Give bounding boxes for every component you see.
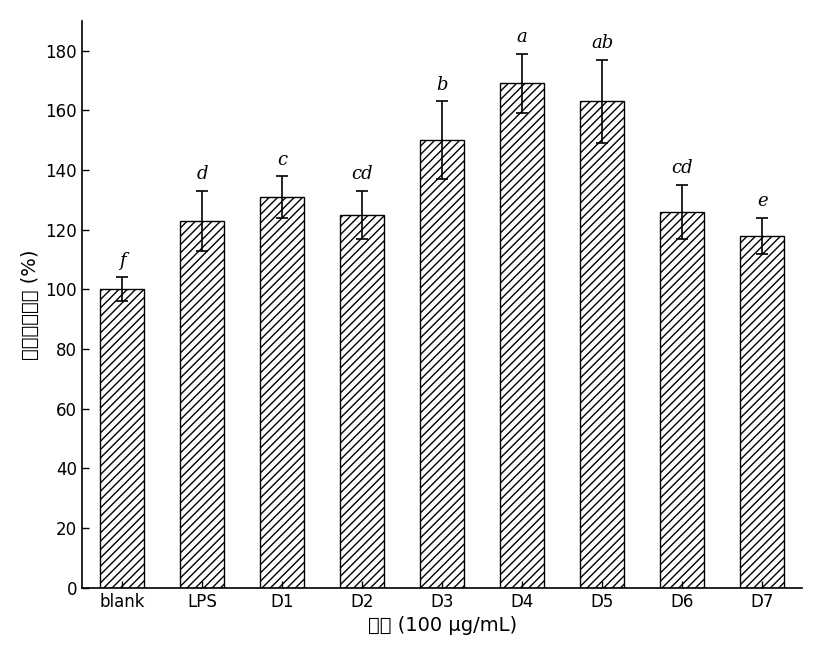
X-axis label: 样品 (100 μg/mL): 样品 (100 μg/mL) [368,616,517,635]
Bar [340,215,384,588]
Bar [180,221,224,588]
Text: cd: cd [351,165,373,184]
Y-axis label: 中性红胞饮率 (%): 中性红胞饮率 (%) [21,249,40,359]
Text: ab: ab [591,34,613,52]
Text: e: e [757,192,768,211]
Text: cd: cd [672,159,693,178]
Text: b: b [436,76,448,94]
Bar [100,289,144,588]
Text: d: d [196,165,207,184]
Bar [260,197,304,588]
Bar [420,140,464,588]
Bar [580,102,624,588]
Text: a: a [517,28,528,46]
Text: f: f [119,252,125,270]
Bar [500,83,544,588]
Bar [740,236,784,588]
Bar [660,212,704,588]
Text: c: c [277,150,287,169]
